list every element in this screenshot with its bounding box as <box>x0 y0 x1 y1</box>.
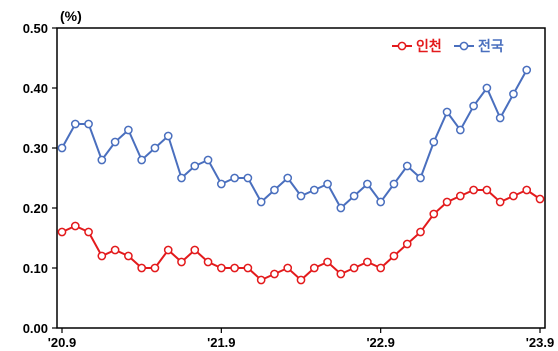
data-point <box>57 227 67 237</box>
data-point <box>70 119 80 129</box>
data-point <box>402 239 412 249</box>
data-point <box>70 221 80 231</box>
data-point <box>243 173 253 183</box>
y-tick-label: 0.00 <box>23 321 48 336</box>
data-point <box>416 227 425 237</box>
data-point <box>57 143 67 153</box>
data-point <box>177 173 186 183</box>
data-point <box>416 173 425 183</box>
data-point <box>363 257 372 267</box>
series-line <box>61 188 541 282</box>
data-point <box>376 263 386 273</box>
data-point <box>336 269 346 279</box>
data-point <box>110 245 120 255</box>
data-point <box>535 194 545 204</box>
data-point <box>190 161 200 171</box>
data-point <box>482 185 492 195</box>
legend-marker <box>459 41 469 51</box>
x-tick-label: '20.9 <box>48 335 76 350</box>
data-point <box>124 251 133 261</box>
data-point <box>309 185 319 195</box>
legend-marker <box>397 41 407 51</box>
plot-frame <box>56 27 546 329</box>
x-tick-label: '23.9 <box>526 335 554 350</box>
data-point <box>389 179 399 189</box>
data-point <box>97 155 107 165</box>
data-point <box>203 155 213 165</box>
legend-label: 인천 <box>416 38 442 55</box>
series-national <box>57 65 532 213</box>
data-point <box>296 275 306 285</box>
data-point <box>323 257 332 267</box>
data-point <box>469 101 478 111</box>
data-point <box>336 203 346 213</box>
data-point <box>150 263 160 273</box>
data-point <box>283 263 293 273</box>
data-point <box>203 257 213 267</box>
legend-label: 전국 <box>478 38 504 55</box>
data-point <box>509 89 518 99</box>
data-point <box>429 209 439 219</box>
data-point <box>216 179 226 189</box>
data-point <box>482 83 492 93</box>
data-point <box>163 131 173 141</box>
data-point <box>455 125 465 135</box>
legend-item: 인천 <box>392 38 442 55</box>
y-tick-label: 0.10 <box>23 261 48 276</box>
data-point <box>323 179 332 189</box>
data-point <box>509 191 518 201</box>
data-point <box>124 125 133 135</box>
data-point <box>230 173 239 183</box>
series-line <box>61 69 528 210</box>
data-point <box>349 263 359 273</box>
data-point <box>469 185 478 195</box>
data-point <box>349 191 359 201</box>
data-point <box>522 65 532 75</box>
legend: 인천 전국 <box>392 38 504 55</box>
data-point <box>522 185 532 195</box>
data-point <box>150 143 160 153</box>
data-point <box>389 251 399 261</box>
data-point <box>137 263 147 273</box>
y-tick-label: 0.40 <box>23 81 48 96</box>
legend-item: 전국 <box>454 38 504 55</box>
y-unit-label: (%) <box>60 8 82 24</box>
data-point <box>190 245 200 255</box>
data-point <box>163 245 173 255</box>
y-tick-label: 0.50 <box>23 21 48 36</box>
data-point <box>495 113 505 123</box>
data-point <box>283 173 293 183</box>
series-incheon <box>57 185 545 285</box>
data-point <box>256 197 266 207</box>
data-point <box>256 275 266 285</box>
data-point <box>296 191 306 201</box>
data-point <box>442 197 452 207</box>
data-point <box>243 263 253 273</box>
x-tick-label: '21.9 <box>207 335 235 350</box>
data-point <box>177 257 186 267</box>
data-point <box>376 197 386 207</box>
y-tick-label: 0.20 <box>23 201 48 216</box>
data-point <box>442 107 452 117</box>
data-point <box>137 155 147 165</box>
data-point <box>495 197 505 207</box>
data-point <box>429 137 439 147</box>
data-point <box>84 227 93 237</box>
axes: 0.00 0.10 0.20 0.30 0.40 0.50 '20.9 '21.9 '22.9 '… <box>23 21 555 350</box>
data-point <box>216 263 226 273</box>
data-point <box>270 185 279 195</box>
data-point <box>270 269 279 279</box>
data-point <box>363 179 372 189</box>
data-point <box>455 191 465 201</box>
y-tick-label: 0.30 <box>23 141 48 156</box>
data-point <box>97 251 107 261</box>
data-point <box>402 161 412 171</box>
data-point <box>309 263 319 273</box>
series-layer <box>57 65 545 285</box>
data-point <box>230 263 239 273</box>
data-point <box>110 137 120 147</box>
data-point <box>84 119 93 129</box>
x-tick-label: '22.9 <box>366 335 394 350</box>
